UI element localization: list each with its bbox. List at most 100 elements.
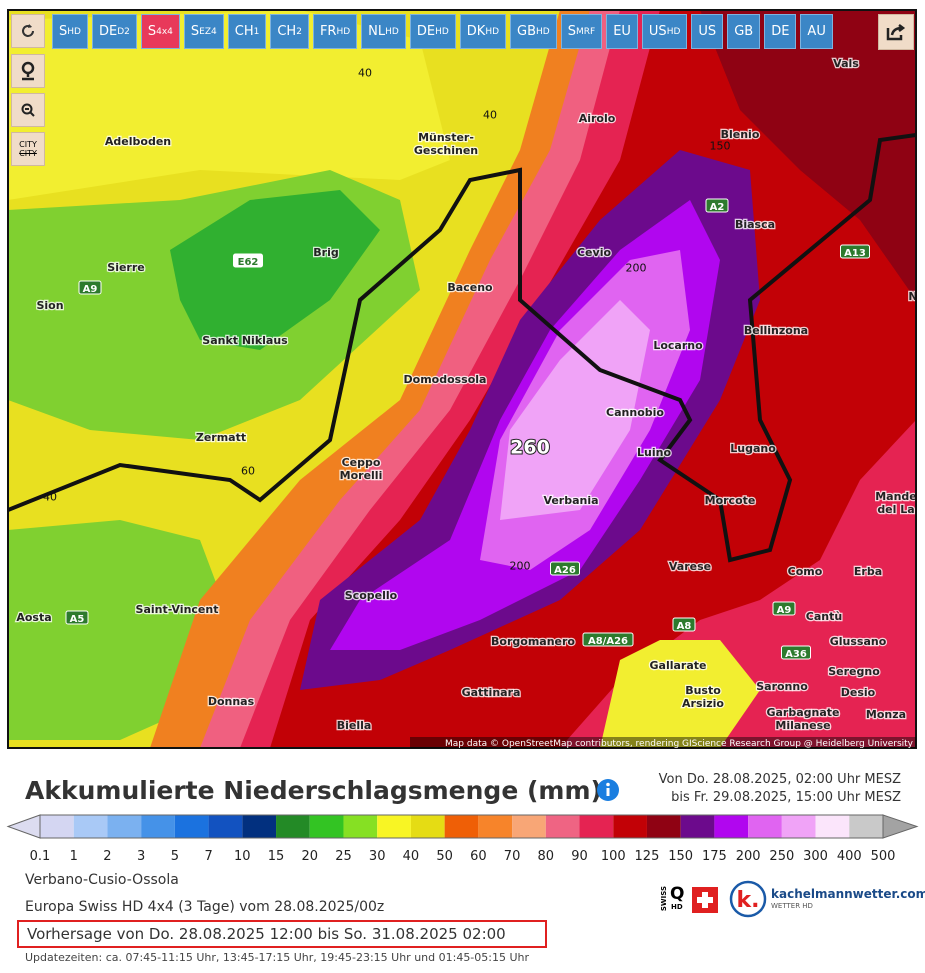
place-label: Locarno bbox=[653, 339, 703, 352]
place-label: Cannobio bbox=[606, 406, 664, 419]
chart-title: Akkumulierte Niederschlagsmenge (mm) bbox=[25, 776, 602, 805]
legend-bin bbox=[815, 815, 850, 838]
period: Von Do. 28.08.2025, 02:00 Uhr MESZ bis Fr… bbox=[659, 771, 901, 807]
model-button[interactable]: FR HD bbox=[312, 14, 358, 49]
swiss-hd-logo: SWISS Q HD bbox=[660, 884, 725, 916]
place-label: Aosta bbox=[16, 611, 51, 624]
button-sub: 2 bbox=[296, 26, 302, 37]
legend-bin bbox=[714, 815, 749, 838]
button-label: GB bbox=[734, 24, 754, 39]
legend-label: 15 bbox=[268, 849, 285, 864]
button-label: CH bbox=[277, 24, 297, 39]
kachelmann-icon: k. bbox=[729, 880, 767, 918]
legend-label: 50 bbox=[436, 849, 453, 864]
swiss-q: Q bbox=[670, 884, 685, 904]
legend-bin bbox=[680, 815, 715, 838]
place-label: Brig bbox=[313, 246, 338, 259]
legend-label: 150 bbox=[668, 849, 693, 864]
model-button[interactable]: DK HD bbox=[459, 14, 507, 49]
button-label: DK bbox=[466, 24, 486, 39]
refresh-button[interactable] bbox=[11, 14, 45, 48]
model-button[interactable]: CH 2 bbox=[270, 14, 309, 49]
legend-bin bbox=[781, 815, 816, 838]
legend-bin bbox=[309, 815, 344, 838]
legend-bin bbox=[579, 815, 614, 838]
place-label: Saint-Vincent bbox=[136, 603, 219, 616]
model-button[interactable]: AU bbox=[800, 14, 833, 49]
share-button[interactable] bbox=[878, 14, 914, 50]
model-button[interactable]: GB bbox=[727, 14, 761, 49]
legend-label: 500 bbox=[871, 849, 896, 864]
legend-bin bbox=[377, 815, 411, 838]
road-shield bbox=[672, 617, 696, 632]
legend-label: 0.1 bbox=[30, 849, 51, 864]
button-label: GB bbox=[517, 24, 537, 39]
place-label: Bellinzona bbox=[744, 324, 808, 337]
place-label: Münster- bbox=[418, 131, 474, 144]
button-label: S bbox=[567, 24, 576, 39]
place-label: Airolo bbox=[579, 112, 616, 125]
road-label: A8/A26 bbox=[588, 636, 628, 647]
city-button[interactable]: CITY CITY bbox=[11, 132, 45, 166]
place-label: Desio bbox=[841, 686, 876, 699]
place-label: Scopello bbox=[345, 589, 398, 602]
place-label: Erba bbox=[854, 565, 882, 578]
legend-bin bbox=[444, 815, 479, 838]
model-button[interactable]: DE bbox=[764, 14, 797, 49]
period-to: bis Fr. 29.08.2025, 15:00 Uhr MESZ bbox=[671, 790, 901, 805]
model-button[interactable]: S 4x4 bbox=[140, 14, 180, 49]
model-button[interactable]: NL HD bbox=[361, 14, 406, 49]
model-button[interactable]: S HD bbox=[52, 14, 88, 49]
button-sub: HD bbox=[536, 26, 550, 37]
road-label: A36 bbox=[785, 649, 807, 660]
zoom-button[interactable] bbox=[11, 93, 45, 127]
model-button[interactable]: DE HD bbox=[409, 14, 456, 49]
road-label: A9 bbox=[777, 605, 792, 616]
kachelmann-name: kachelmannwetter.com bbox=[771, 887, 925, 901]
legend-label: 100 bbox=[601, 849, 626, 864]
location-button[interactable] bbox=[11, 54, 45, 88]
place-label: Garbagnate bbox=[766, 706, 839, 719]
place-label: Luino bbox=[637, 446, 671, 459]
road-shield bbox=[65, 610, 89, 625]
place-label: del La bbox=[877, 503, 914, 516]
info-button[interactable] bbox=[596, 778, 620, 802]
legend-bin bbox=[242, 815, 277, 838]
location-icon bbox=[21, 61, 35, 81]
road-label: A26 bbox=[554, 565, 576, 576]
legend-bin bbox=[40, 815, 74, 838]
model-button[interactable]: US bbox=[691, 14, 724, 49]
place-label: Arsizio bbox=[682, 697, 724, 710]
model-button[interactable]: DE D2 bbox=[91, 14, 137, 49]
legend-label: 400 bbox=[837, 849, 862, 864]
place-label: Gallarate bbox=[650, 659, 707, 672]
model-toolbar: S HD DE D2 S 4x4 S EZ4 CH 1 CH 2 FR HD NL HD DE HD DK HD GB H… bbox=[52, 14, 833, 49]
svg-text:k.: k. bbox=[737, 888, 760, 913]
button-label: NL bbox=[368, 24, 386, 39]
model-button[interactable]: S MRF bbox=[560, 14, 603, 49]
contour-label: 200 bbox=[626, 262, 647, 275]
map: Vals Airolo Blenio Adelboden Münster-Geschin… bbox=[7, 9, 917, 749]
period-from: Von Do. 28.08.2025, 02:00 Uhr MESZ bbox=[658, 772, 901, 787]
model-button[interactable]: EU bbox=[606, 14, 638, 49]
place-label: Cantù bbox=[806, 610, 842, 623]
contour-label: 40 bbox=[43, 491, 57, 504]
button-label: EU bbox=[613, 24, 631, 39]
place-label: Vals bbox=[833, 57, 859, 70]
model-button[interactable]: US HD bbox=[641, 14, 688, 49]
legend-bin bbox=[478, 815, 513, 838]
model-button[interactable]: CH 1 bbox=[227, 14, 267, 49]
legend-bin bbox=[174, 815, 209, 838]
kachelmann-sub: WETTER HD bbox=[771, 902, 813, 910]
contour-label: 60 bbox=[241, 465, 255, 478]
swiss-hd: HD bbox=[671, 903, 683, 911]
button-label: US bbox=[648, 24, 667, 39]
forecast-period: Vorhersage von Do. 28.08.2025 12:00 bis … bbox=[17, 920, 547, 948]
place-label: Lugano bbox=[730, 442, 776, 455]
model-button[interactable]: S EZ4 bbox=[183, 14, 224, 49]
model-button[interactable]: GB HD bbox=[510, 14, 557, 49]
place-label: Morelli bbox=[340, 469, 383, 482]
place-label: Milanese bbox=[775, 719, 830, 732]
map-labels: Vals Airolo Blenio Adelboden Münster-Geschin… bbox=[15, 56, 916, 734]
